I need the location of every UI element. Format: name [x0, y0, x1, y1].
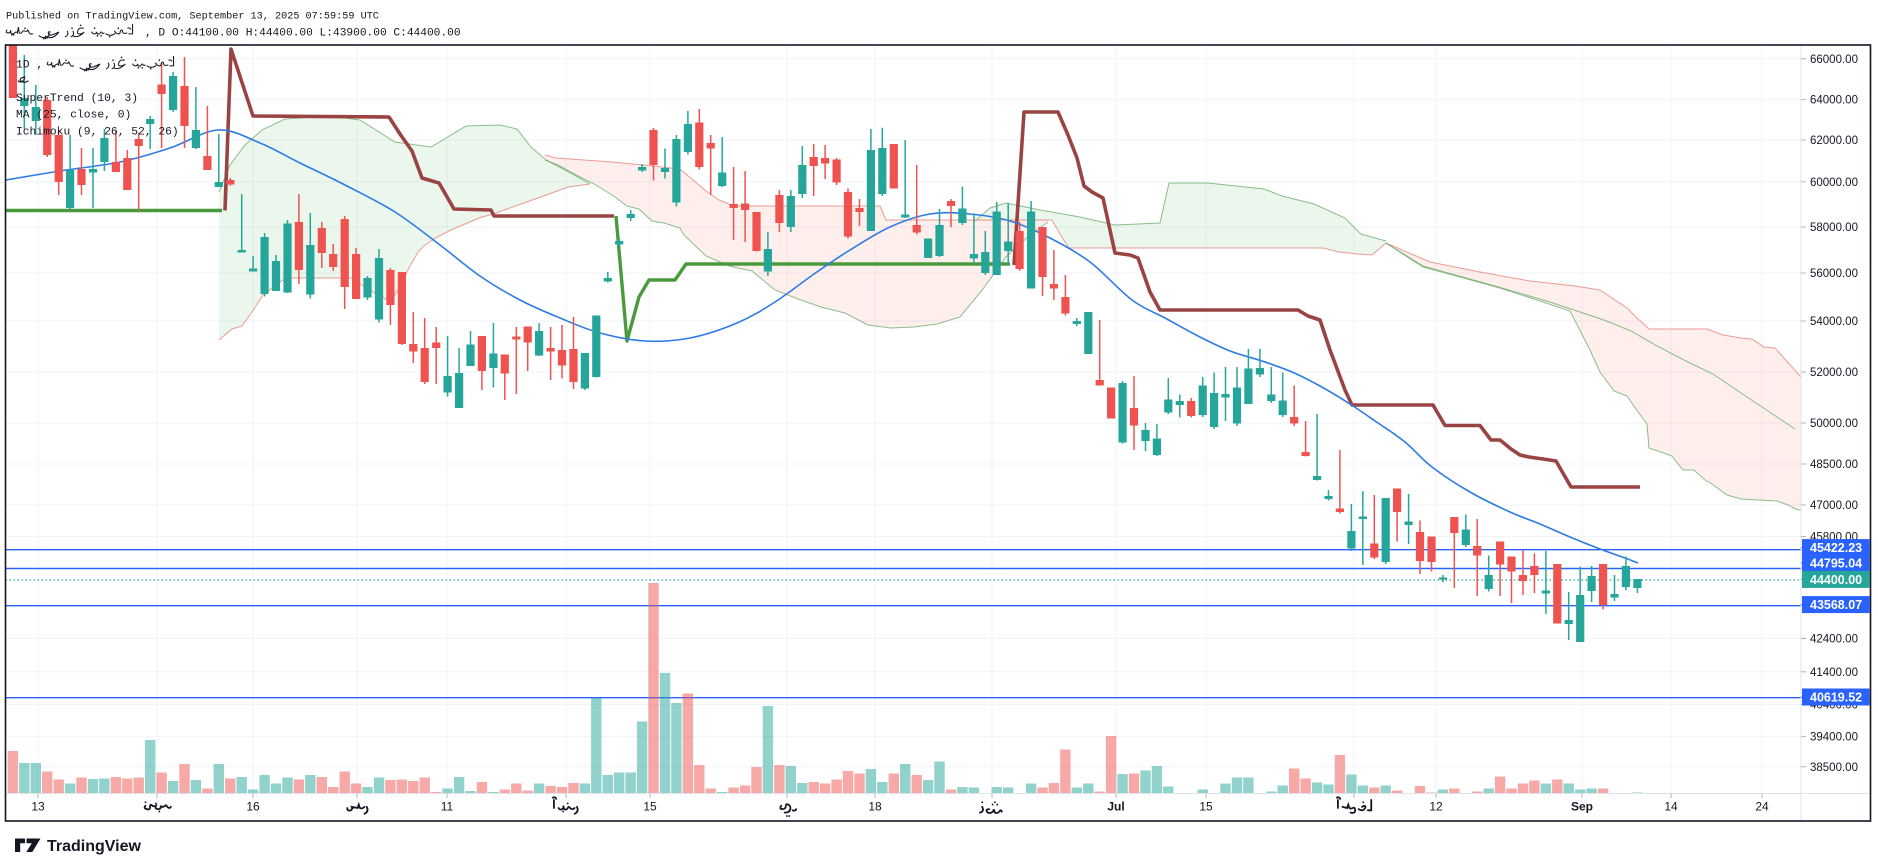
svg-text:Jul: Jul — [1107, 800, 1124, 814]
svg-text:16: 16 — [246, 800, 260, 814]
svg-text:52000.00: 52000.00 — [1810, 367, 1858, 379]
svg-text:42400.00: 42400.00 — [1810, 634, 1858, 646]
svg-text:48500.00: 48500.00 — [1810, 459, 1858, 471]
svg-text:41400.00: 41400.00 — [1810, 667, 1858, 679]
svg-text:SuperTrend (10, 3): SuperTrend (10, 3) — [16, 93, 138, 105]
svg-text:MA (25, close, 0): MA (25, close, 0) — [16, 110, 131, 122]
svg-text:13: 13 — [31, 800, 45, 814]
svg-text:TradingView: TradingView — [47, 838, 142, 855]
svg-text:15: 15 — [643, 800, 657, 814]
svg-text:66000.00: 66000.00 — [1810, 54, 1858, 66]
svg-text:40619.52: 40619.52 — [1810, 690, 1862, 704]
svg-text:12: 12 — [1429, 800, 1443, 814]
svg-text:64000.00: 64000.00 — [1810, 95, 1858, 107]
svg-text:18: 18 — [868, 800, 882, 814]
svg-text:44795.04: 44795.04 — [1810, 556, 1862, 570]
svg-text:62000.00: 62000.00 — [1810, 135, 1858, 147]
svg-text:14: 14 — [1664, 800, 1678, 814]
svg-text:24: 24 — [1755, 800, 1769, 814]
svg-text:60000.00: 60000.00 — [1810, 177, 1858, 189]
svg-text:54000.00: 54000.00 — [1810, 316, 1858, 328]
svg-text:44400.00: 44400.00 — [1810, 573, 1862, 587]
svg-text:56000.00: 56000.00 — [1810, 268, 1858, 280]
svg-text:15: 15 — [1199, 800, 1213, 814]
svg-text:1D ,: 1D , — [16, 60, 43, 72]
svg-text:39400.00: 39400.00 — [1810, 732, 1858, 744]
svg-text:38500.00: 38500.00 — [1810, 762, 1858, 774]
svg-text:47000.00: 47000.00 — [1810, 500, 1858, 512]
svg-text:45422.23: 45422.23 — [1810, 541, 1862, 555]
svg-text:50000.00: 50000.00 — [1810, 418, 1858, 430]
svg-text:, D O:44100.00 H:44400.00 L:43: , D O:44100.00 H:44400.00 L:43900.00 C:4… — [145, 28, 461, 40]
svg-text:Sep: Sep — [1571, 800, 1593, 814]
svg-text:43568.07: 43568.07 — [1810, 598, 1862, 612]
svg-text:11: 11 — [441, 800, 454, 814]
svg-text:58000.00: 58000.00 — [1810, 222, 1858, 234]
svg-text:Published on TradingView.com,: Published on TradingView.com, September … — [6, 11, 379, 23]
svg-text:Ichimoku (9, 26, 52, 26): Ichimoku (9, 26, 52, 26) — [16, 127, 179, 139]
